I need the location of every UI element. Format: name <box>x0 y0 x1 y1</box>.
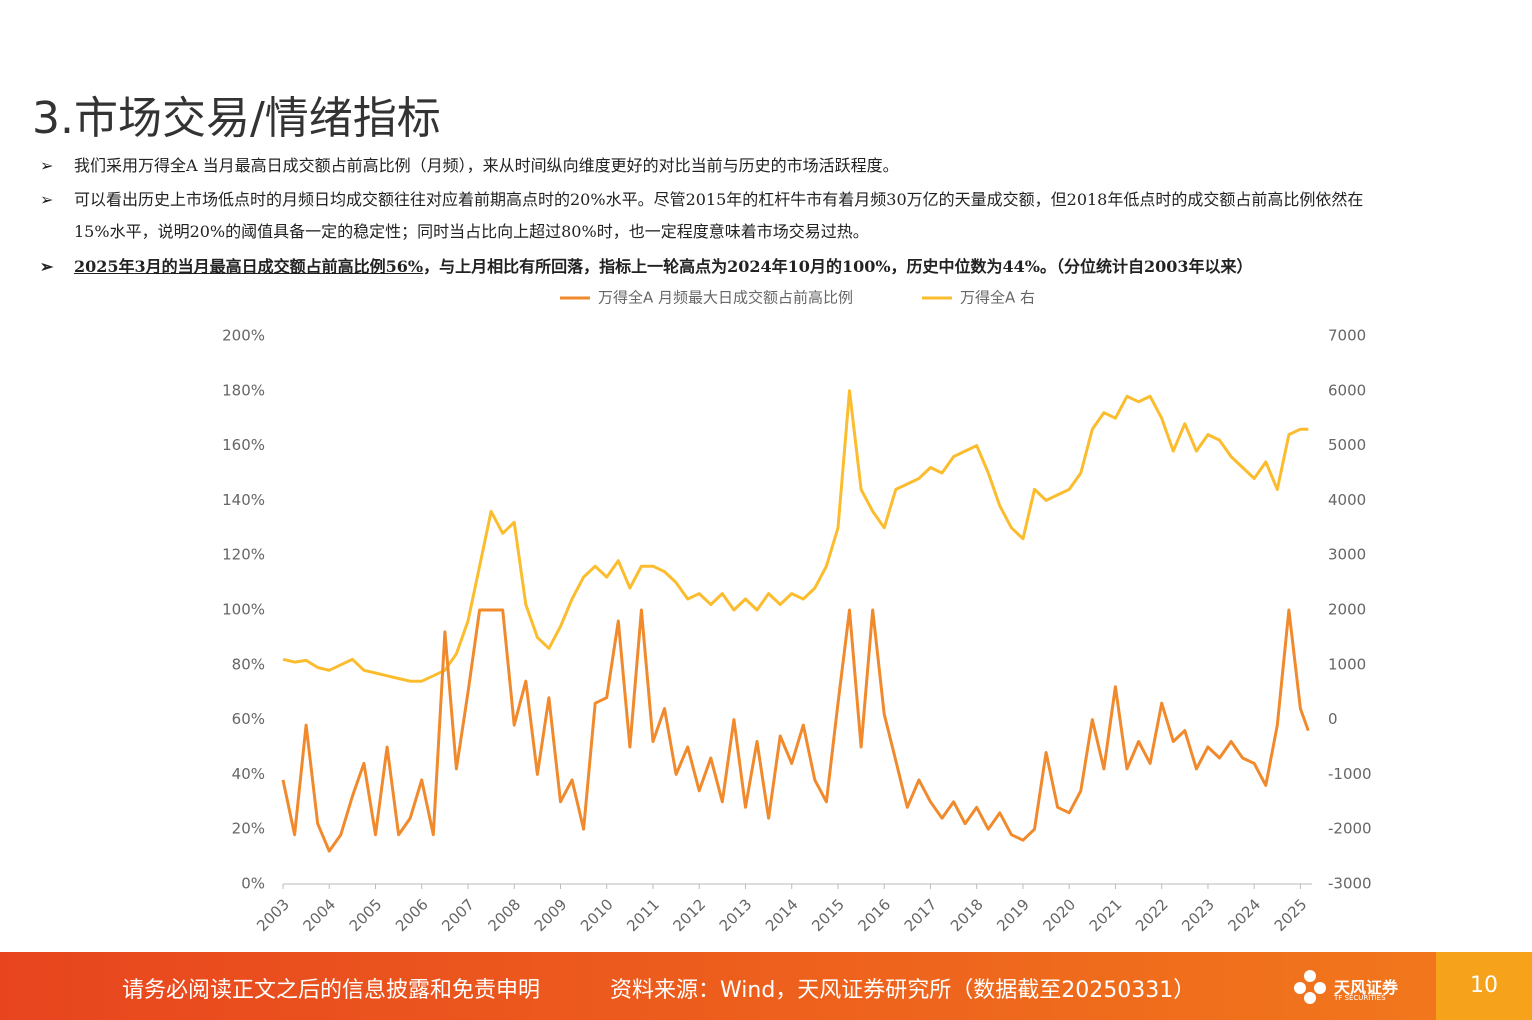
y-tick-label: 100% <box>222 601 265 619</box>
y-tick-label: 80% <box>232 655 265 673</box>
bullet: ➢ 2025年3月的当月最高日成交额占前高比例56%，与上月相比有所回落，指标上一… <box>40 257 1253 276</box>
x-tick-label: 2021 <box>1086 895 1126 935</box>
x-tick-label: 2005 <box>346 895 386 935</box>
disclaimer: 请务必阅读正文之后的信息披露和免责申明 <box>122 978 541 1003</box>
y-tick-label: 160% <box>222 436 265 454</box>
x-tick-label: 2004 <box>300 895 340 935</box>
logo-text: 天风证券 <box>1334 978 1399 997</box>
x-tick-label: 2006 <box>392 895 432 935</box>
x-tick-label: 2019 <box>993 895 1033 935</box>
x-tick-label: 2011 <box>623 895 663 935</box>
series-line <box>281 608 1310 853</box>
y-tick-label: 60% <box>232 710 265 728</box>
logo-sub: TF SECURITIES <box>1334 994 1386 1002</box>
bullet: ➢ 我们采用万得全A 当月最高日成交额占前高比例（月频），来从时间纵向维度更好的对… <box>40 150 1390 182</box>
y2-tick-label: 1000 <box>1328 655 1366 673</box>
x-tick-label: 2024 <box>1224 895 1264 935</box>
bullet: ➢ 可以看出历史上市场低点时的月频日均成交额往往对应着前期高点时的20%水平。尽管… <box>40 184 1390 248</box>
y2-tick-label: 0 <box>1328 710 1338 728</box>
y2-tick-label: 4000 <box>1328 491 1366 509</box>
page-number: 10 <box>1436 952 1532 1020</box>
logo-icon <box>1294 970 1326 1004</box>
x-tick-label: 2025 <box>1271 895 1311 935</box>
x-tick-label: 2023 <box>1178 895 1218 935</box>
y2-tick-label: -3000 <box>1328 875 1372 893</box>
y2-tick-label: 2000 <box>1328 601 1366 619</box>
x-tick-label: 2009 <box>531 895 571 935</box>
y-tick-label: 120% <box>222 546 265 564</box>
y-tick-label: 40% <box>232 765 265 783</box>
y2-tick-label: 6000 <box>1328 381 1366 399</box>
x-tick-label: 2015 <box>808 895 848 935</box>
y-tick-label: 20% <box>232 820 265 838</box>
x-tick-label: 2007 <box>438 895 478 935</box>
y2-tick-label: -2000 <box>1328 820 1372 838</box>
y-tick-label: 0% <box>241 875 265 893</box>
bullet-highlight: 2025年3月的当月最高日成交额占前高比例56% <box>74 257 424 276</box>
chart: 0% 20% 40% 60% 80% 100% 120% 140% 160% 180% 200% -3… <box>222 289 1372 936</box>
y2-tick-label: 5000 <box>1328 436 1366 454</box>
x-tick-label: 2016 <box>854 895 894 935</box>
x-tick-label: 2013 <box>716 895 756 935</box>
y2-tick-label: -1000 <box>1328 765 1372 783</box>
footer: 请务必阅读正文之后的信息披露和免责申明 资料来源：Wind，天风证券研究所（数据… <box>0 952 1532 1020</box>
x-tick-label: 2003 <box>253 895 293 935</box>
slide-title: 3.市场交易/情绪指标 <box>32 93 441 144</box>
x-tick-label: 2012 <box>670 895 710 935</box>
y-tick-label: 200% <box>222 327 265 345</box>
x-tick-label: 2014 <box>762 895 802 935</box>
bullet-text: ，与上月相比有所回落，指标上一轮高点为2024年10月的100%，历史中位数为4… <box>423 257 1253 276</box>
x-tick-label: 2018 <box>947 895 987 935</box>
legend-label: 万得全A 右 <box>960 289 1035 307</box>
source: 资料来源：Wind，天风证券研究所（数据截至20250331） <box>610 978 1196 1003</box>
series-line <box>282 389 1309 683</box>
x-tick-label: 2022 <box>1132 895 1172 935</box>
x-tick-label: 2017 <box>901 895 941 935</box>
y2-tick-label: 3000 <box>1328 546 1366 564</box>
bullet-text: 可以看出历史上市场低点时的月频日均成交额往往对应着前期高点时的20%水平。尽管2… <box>74 190 1364 241</box>
x-tick-label: 2010 <box>577 895 617 935</box>
y-tick-label: 180% <box>222 381 265 399</box>
legend-label: 万得全A 月频最大日成交额占前高比例 <box>598 289 853 307</box>
y-tick-label: 140% <box>222 491 265 509</box>
bullet-text: 我们采用万得全A 当月最高日成交额占前高比例（月频），来从时间纵向维度更好的对比… <box>74 156 899 175</box>
x-tick-label: 2008 <box>485 895 525 935</box>
x-tick-label: 2020 <box>1039 895 1079 935</box>
y2-tick-label: 7000 <box>1328 327 1366 345</box>
